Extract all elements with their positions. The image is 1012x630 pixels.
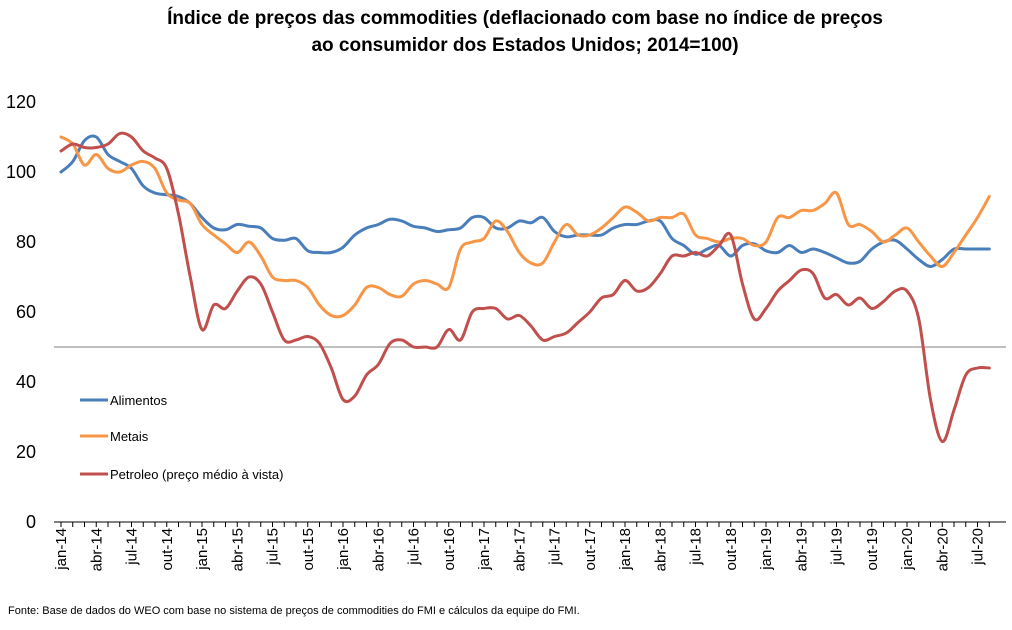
x-tick-label: abr-17 bbox=[511, 528, 528, 571]
x-tick-label: jan-15 bbox=[194, 528, 211, 571]
legend-label-2: Metais bbox=[110, 429, 149, 444]
series-line-3 bbox=[59, 131, 991, 444]
x-tick-label: jan-19 bbox=[758, 528, 775, 571]
x-tick-label: jul-19 bbox=[829, 528, 846, 566]
y-tick-label: 40 bbox=[16, 372, 36, 392]
legend-label-1: Alimentos bbox=[110, 393, 168, 408]
chart-title-line-2: ao consumidor dos Estados Unidos; 2014=1… bbox=[311, 35, 738, 56]
x-tick-label: abr-14 bbox=[88, 528, 105, 571]
x-axis: jan-14 abr-14 jul-14 out-14 jan-15 abr-15 jul-… bbox=[53, 521, 1006, 571]
y-tick-label: 100 bbox=[6, 162, 36, 182]
x-tick-label: jul-16 bbox=[406, 528, 423, 566]
x-tick-label: abr-16 bbox=[370, 528, 387, 571]
series-lines bbox=[59, 131, 991, 444]
x-tick-label: abr-20 bbox=[934, 528, 951, 571]
y-axis: 0 20 40 60 80 100 120 bbox=[6, 92, 36, 532]
x-tick-label: jul-15 bbox=[265, 528, 282, 566]
x-tick-label: out-19 bbox=[864, 528, 881, 571]
y-tick-label: 120 bbox=[6, 92, 36, 112]
x-tick-label: abr-19 bbox=[793, 528, 810, 571]
x-tick-label: out-17 bbox=[582, 528, 599, 571]
x-tick-label: abr-18 bbox=[652, 528, 669, 571]
series-line-2 bbox=[59, 135, 991, 319]
x-tick-label: jan-14 bbox=[53, 528, 70, 571]
x-tick-label: jul-18 bbox=[688, 528, 705, 566]
x-tick-label: jul-17 bbox=[547, 528, 564, 566]
legend-label-3: Petroleo (preço médio à vista) bbox=[110, 467, 283, 482]
x-tick-label: jul-20 bbox=[970, 528, 987, 566]
source-note: Fonte: Base de dados do WEO com base no … bbox=[8, 605, 580, 617]
x-tick-label: out-15 bbox=[300, 528, 317, 571]
x-tick-label: jan-16 bbox=[335, 528, 352, 571]
x-tick-label: out-16 bbox=[441, 528, 458, 571]
x-tick-label: jan-20 bbox=[899, 528, 916, 571]
y-tick-label: 60 bbox=[16, 302, 36, 322]
x-tick-label: out-18 bbox=[723, 528, 740, 571]
chart-title-line-1: Índice de preços das commodities (deflac… bbox=[167, 7, 883, 29]
series-line-1 bbox=[59, 134, 991, 268]
x-tick-label: jan-18 bbox=[617, 528, 634, 571]
x-tick-label: jul-14 bbox=[124, 528, 141, 566]
x-tick-label: jan-17 bbox=[476, 528, 493, 571]
legend: Alimentos Metais Petroleo (preço médio à v… bbox=[80, 393, 283, 482]
y-tick-label: 80 bbox=[16, 232, 36, 252]
x-tick-label: abr-15 bbox=[229, 528, 246, 571]
y-tick-label: 20 bbox=[16, 442, 36, 462]
x-tick-label: out-14 bbox=[159, 528, 176, 571]
y-tick-label: 0 bbox=[26, 512, 36, 532]
